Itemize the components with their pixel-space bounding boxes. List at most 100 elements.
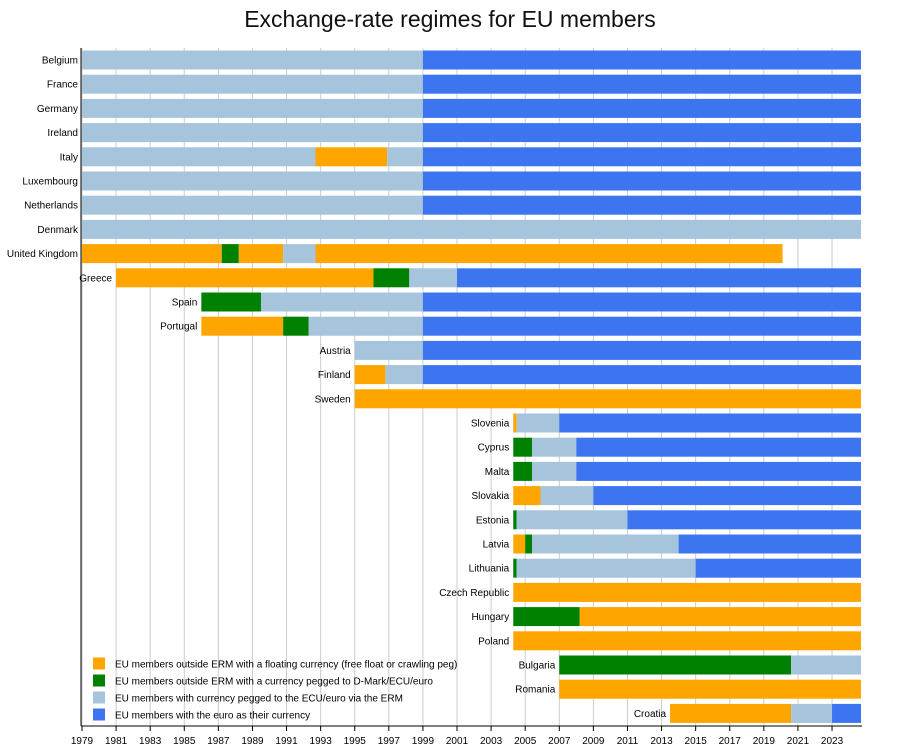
- bar-slovenia-floating-0: [513, 413, 517, 433]
- legend-label-pegged: EU members outside ERM with a currency p…: [115, 677, 433, 688]
- bar-spain-pegged-0: [201, 292, 261, 312]
- x-axis: 1979 1981 1983 1985 1987 1989 1991 1993 1995 1997…: [71, 48, 862, 747]
- bar-portugal-pegged-1: [283, 316, 309, 336]
- bar-netherlands-erm-0: [82, 195, 423, 215]
- bar-italy-erm-2: [387, 147, 423, 167]
- legend-swatch-euro: [93, 708, 105, 721]
- tick-label-2003: 2003: [480, 736, 503, 747]
- tick-label-2007: 2007: [548, 736, 571, 747]
- bar-luxembourg-euro-1: [422, 171, 861, 191]
- bar-latvia-floating-0: [513, 534, 526, 554]
- country-label-germany: Germany: [37, 104, 78, 115]
- country-label-italy: Italy: [60, 152, 78, 163]
- country-label-malta: Malta: [485, 467, 510, 478]
- country-label-denmark: Denmark: [37, 225, 79, 236]
- legend-label-erm: EU members with currency pegged to the E…: [115, 694, 403, 705]
- tick-label-1985: 1985: [173, 736, 196, 747]
- bar-finland-floating-0: [354, 365, 386, 385]
- bar-romania-floating-0: [559, 679, 861, 699]
- bar-spain-erm-1: [260, 292, 423, 312]
- bar-estonia-erm-1: [516, 510, 628, 530]
- bar-slovakia-erm-1: [540, 486, 594, 506]
- bar-netherlands-euro-1: [422, 195, 861, 215]
- bar-greece-floating-0: [116, 268, 374, 288]
- bar-portugal-euro-3: [422, 316, 861, 336]
- country-label-united-kingdom: United Kingdom: [7, 249, 78, 260]
- tick-label-1979: 1979: [71, 736, 94, 747]
- country-bars: [82, 50, 861, 723]
- tick-label-1995: 1995: [344, 736, 367, 747]
- bar-slovenia-euro-2: [559, 413, 861, 433]
- bar-united-kingdom-floating-4: [315, 244, 783, 264]
- country-label-latvia: Latvia: [483, 540, 510, 551]
- bar-croatia-floating-0: [670, 703, 792, 723]
- bar-belgium-euro-1: [422, 50, 861, 70]
- bar-austria-euro-1: [422, 340, 861, 360]
- legend-swatch-erm: [93, 691, 105, 704]
- bar-united-kingdom-floating-2: [238, 244, 284, 264]
- country-label-croatia: Croatia: [634, 709, 667, 720]
- bar-belgium-erm-0: [82, 50, 423, 70]
- bar-austria-erm-0: [354, 340, 423, 360]
- country-label-spain: Spain: [172, 298, 198, 309]
- bar-hungary-floating-1: [579, 607, 861, 627]
- tick-label-2011: 2011: [617, 736, 639, 747]
- bar-bulgaria-pegged-0: [559, 655, 792, 675]
- bar-spain-euro-2: [422, 292, 861, 312]
- tick-label-1997: 1997: [378, 736, 401, 747]
- tick-label-2021: 2021: [787, 736, 810, 747]
- legend: EU members outside ERM with a floating c…: [93, 657, 457, 722]
- legend-swatch-floating: [93, 657, 105, 670]
- tick-label-1981: 1981: [105, 736, 128, 747]
- tick-label-2019: 2019: [753, 736, 776, 747]
- bar-poland-floating-0: [513, 631, 861, 651]
- country-label-austria: Austria: [320, 346, 352, 357]
- tick-label-1983: 1983: [139, 736, 162, 747]
- bar-finland-erm-1: [385, 365, 423, 385]
- bar-malta-erm-1: [532, 461, 577, 481]
- tick-label-2009: 2009: [582, 736, 605, 747]
- bar-bulgaria-erm-1: [791, 655, 861, 675]
- bar-ireland-erm-0: [82, 123, 423, 143]
- tick-label-2001: 2001: [446, 736, 469, 747]
- bar-germany-euro-1: [422, 98, 861, 118]
- country-label-poland: Poland: [478, 636, 509, 647]
- tick-label-2005: 2005: [514, 736, 537, 747]
- country-label-slovenia: Slovenia: [471, 419, 510, 430]
- bar-greece-erm-2: [409, 268, 458, 288]
- country-label-lithuania: Lithuania: [469, 564, 510, 575]
- bar-latvia-euro-3: [678, 534, 861, 554]
- bar-united-kingdom-pegged-1: [221, 244, 239, 264]
- country-label-sweden: Sweden: [315, 394, 351, 405]
- bar-estonia-euro-2: [627, 510, 861, 530]
- bar-france-erm-0: [82, 74, 423, 94]
- bar-ireland-euro-1: [422, 123, 861, 143]
- bar-cyprus-pegged-0: [513, 437, 533, 457]
- chart-title: Exchange-rate regimes for EU members: [244, 6, 656, 32]
- bar-latvia-pegged-1: [525, 534, 533, 554]
- bar-italy-erm-0: [82, 147, 316, 167]
- country-label-netherlands: Netherlands: [24, 201, 78, 212]
- tick-label-2013: 2013: [650, 736, 673, 747]
- bar-france-euro-1: [422, 74, 861, 94]
- bar-greece-pegged-1: [373, 268, 410, 288]
- legend-swatch-pegged: [93, 674, 105, 687]
- bar-lithuania-pegged-0: [513, 558, 517, 578]
- bar-lithuania-erm-1: [516, 558, 696, 578]
- country-label-slovakia: Slovakia: [471, 491, 509, 502]
- bar-lithuania-euro-2: [695, 558, 861, 578]
- bar-denmark-erm-0: [82, 219, 861, 239]
- bar-malta-pegged-0: [513, 461, 533, 481]
- bar-latvia-erm-2: [532, 534, 679, 554]
- bar-slovenia-erm-1: [516, 413, 560, 433]
- tick-label-2015: 2015: [685, 736, 708, 747]
- tick-label-1989: 1989: [241, 736, 264, 747]
- bar-hungary-pegged-0: [513, 607, 580, 627]
- bar-germany-erm-0: [82, 98, 423, 118]
- country-label-romania: Romania: [515, 685, 555, 696]
- bar-cyprus-euro-2: [576, 437, 861, 457]
- bar-estonia-pegged-0: [513, 510, 517, 530]
- country-label-portugal: Portugal: [160, 322, 197, 333]
- tick-label-1991: 1991: [275, 736, 298, 747]
